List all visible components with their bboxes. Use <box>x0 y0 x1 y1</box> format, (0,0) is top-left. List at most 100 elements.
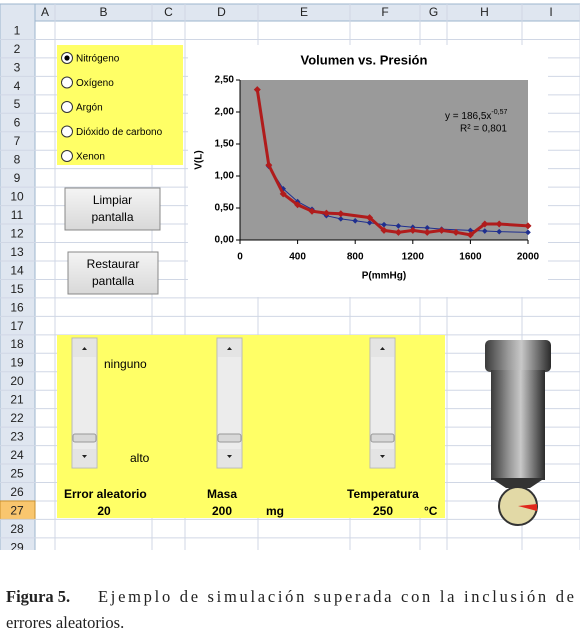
equation-exponent: -0,57 <box>491 109 507 116</box>
y-tick-label: 2,50 <box>215 75 235 86</box>
control-value: 250 <box>373 504 393 518</box>
unit: °C <box>424 504 438 518</box>
button-label[interactable]: pantalla <box>91 210 133 224</box>
data-point <box>423 228 431 236</box>
arrow-up <box>82 347 87 350</box>
data-point <box>380 226 388 234</box>
row-header: 12 <box>10 226 24 240</box>
cylinder-cap <box>485 340 551 372</box>
row-header: 11 <box>11 208 24 222</box>
scrollbar-thumb[interactable] <box>72 433 97 443</box>
data-point <box>294 201 302 209</box>
row-header: 4 <box>14 79 21 93</box>
scrollbar-thumb[interactable] <box>217 433 242 443</box>
control-value: 200 <box>212 504 232 518</box>
scrollbar-thumb[interactable] <box>370 433 395 443</box>
radio-button[interactable] <box>61 150 73 162</box>
radio-label[interactable]: Nitrógeno <box>76 54 120 65</box>
header-bg <box>0 3 580 22</box>
x-tick-label: 1200 <box>402 252 425 263</box>
arrow-up <box>227 347 232 350</box>
chart-title: Volumen vs. Presión <box>301 52 428 67</box>
radio-button[interactable] <box>61 101 73 113</box>
data-point <box>525 229 531 236</box>
scrollbar-track[interactable] <box>369 337 396 469</box>
x-tick-label: 800 <box>347 252 364 263</box>
radio-label[interactable]: Oxígeno <box>76 78 114 89</box>
data-point <box>496 228 502 235</box>
row-header: 2 <box>14 42 21 56</box>
data-point <box>381 221 387 228</box>
row-header: 28 <box>10 522 24 536</box>
button-label[interactable]: Limpiar <box>93 193 132 207</box>
y-tick-label: 0,50 <box>215 203 235 214</box>
row-header: 20 <box>10 374 24 388</box>
x-tick-label: 2000 <box>517 252 540 263</box>
data-point <box>366 219 373 226</box>
data-point <box>452 228 460 236</box>
column-header: I <box>549 5 552 19</box>
radio-label[interactable]: Xenon <box>76 152 105 163</box>
row-header: 6 <box>14 116 21 130</box>
data-point <box>253 86 261 94</box>
column-header: B <box>99 5 107 19</box>
y-tick-label: 0,00 <box>215 235 235 246</box>
y-axis-title: V(L) <box>194 150 205 169</box>
caption-text: errores aleatorios. <box>6 613 124 632</box>
data-point <box>482 228 488 234</box>
row-header: 16 <box>10 300 24 314</box>
button-label[interactable]: pantalla <box>92 274 134 288</box>
row-header: 5 <box>14 97 21 111</box>
data-point <box>338 216 344 222</box>
x-tick-label: 0 <box>237 252 243 263</box>
column-header: C <box>164 5 173 19</box>
radio-label[interactable]: Dióxido de carbono <box>76 127 163 138</box>
row-header: 9 <box>14 171 21 185</box>
radio-label[interactable]: Argón <box>76 103 103 114</box>
scrollbar-track[interactable] <box>216 337 243 469</box>
row-header: 21 <box>10 393 24 407</box>
data-point <box>308 207 316 215</box>
row-header: 27 <box>10 503 24 517</box>
data-point <box>265 161 273 169</box>
button[interactable] <box>64 187 161 231</box>
row-header: 1 <box>14 23 21 37</box>
column-header: G <box>429 5 438 19</box>
data-point <box>481 220 489 228</box>
y-tick-label: 2,00 <box>215 107 235 118</box>
caption-text: Ejemplo de simulación superada con la in… <box>98 587 574 606</box>
series-line <box>255 89 529 237</box>
row-header: 19 <box>10 356 24 370</box>
gauge-needle <box>518 504 537 511</box>
row-header: 29 <box>10 540 24 554</box>
trendline-equation: y = 186,5x-0,57 <box>445 109 507 122</box>
control-value: 20 <box>97 504 111 518</box>
row-header: 18 <box>10 337 24 351</box>
caption-label: Figura 5. <box>6 587 70 606</box>
data-point <box>524 222 532 230</box>
scale-label: alto <box>130 451 150 465</box>
radio-button[interactable] <box>61 76 73 89</box>
button-label[interactable]: Restaurar <box>87 257 140 271</box>
scrollbar-track[interactable] <box>71 337 98 469</box>
radio-button[interactable] <box>61 125 73 138</box>
row-header: 23 <box>10 430 24 444</box>
controls: Nitrógeno Oxígeno Argón Dióxido de carbono X… <box>57 45 551 526</box>
r-squared: R² = 0,801 <box>460 124 507 135</box>
arrow-down <box>82 455 87 458</box>
column-header: F <box>381 5 388 19</box>
y-tick-label: 1,00 <box>215 171 235 182</box>
chart: Volumen vs. Presión 0,00 0,50 1,00 1,50 2,00 2… <box>188 45 548 297</box>
data-point <box>467 227 474 234</box>
row-header: 13 <box>10 245 24 259</box>
x-tick-label: 1600 <box>459 252 482 263</box>
arrow-down <box>227 455 232 458</box>
control-label: Temperatura <box>347 487 419 501</box>
cylinder-base <box>491 478 545 488</box>
data-point <box>438 226 446 234</box>
row-header: 14 <box>10 263 24 277</box>
row-header: 24 <box>10 448 24 462</box>
scale-label: ninguno <box>104 357 147 371</box>
button[interactable] <box>67 251 159 295</box>
